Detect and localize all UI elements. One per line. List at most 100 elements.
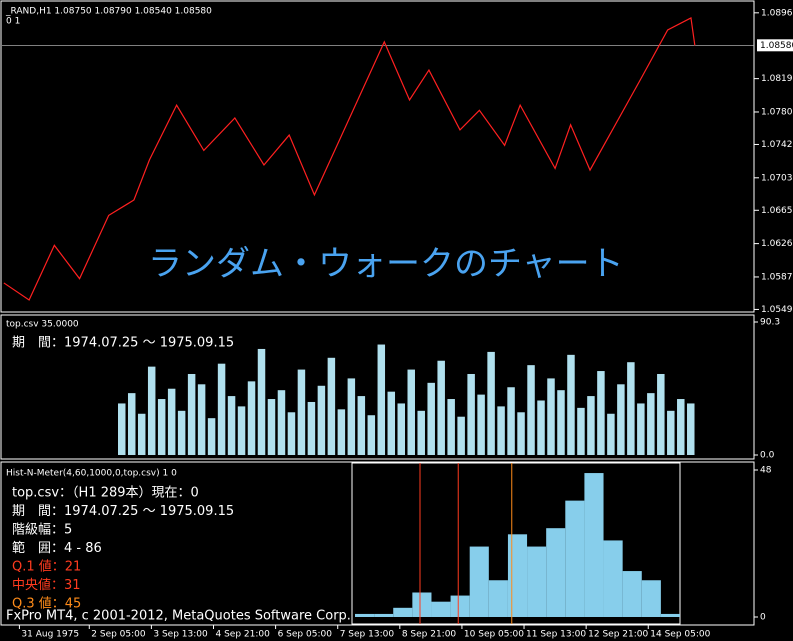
hist-bar (546, 528, 566, 617)
hist-pane (0, 461, 755, 626)
hist-bar (431, 601, 451, 617)
bar (257, 348, 266, 455)
x-tick-label: 11 Sep 13:00 (526, 630, 586, 640)
chart-subtitle: 0 1 (6, 17, 20, 27)
y-tick-label: 1.07030 (761, 173, 793, 183)
info-line: 期 間：1974.07.25 ～ 1975.09.15 (12, 504, 234, 519)
x-tick-label: 14 Sep 05:00 (650, 630, 710, 640)
quantile-label: Q.3 値：45 (12, 596, 81, 612)
bar (247, 381, 256, 455)
x-tick-label: 8 Sep 21:00 (402, 630, 457, 640)
info-line: 階級幅：5 (12, 523, 72, 538)
bar (237, 406, 246, 455)
bar (267, 399, 276, 455)
x-tick-label: 31 Aug 1975 (21, 630, 79, 640)
bar (457, 416, 465, 455)
y-tick-label: 1.06650 (761, 206, 793, 216)
bar (577, 407, 585, 455)
bar (367, 415, 376, 455)
hist-bar (641, 580, 661, 617)
hist-bar (565, 500, 585, 617)
bar (517, 412, 525, 455)
pane-title: top.csv 35.0000 (6, 320, 79, 330)
hist-bar (374, 613, 394, 617)
y-tick-label: 1.07420 (761, 140, 793, 150)
bar (167, 388, 176, 455)
period: 期 間：1974.07.25 ～ 1975.09.15 (12, 336, 234, 351)
current-price-label: 1.08580 (760, 41, 793, 51)
bar (227, 396, 236, 455)
hist-bar (603, 540, 623, 617)
overlay-title: ランダム・ウォークのチャート (148, 244, 624, 284)
bar (127, 393, 136, 455)
pane-title: Hist-N-Meter(4,60,1000,0,top.csv) 1 0 (6, 469, 177, 479)
x-tick-label: 6 Sep 05:00 (278, 630, 333, 640)
bar (427, 382, 435, 455)
bar (317, 385, 326, 455)
bar (657, 373, 665, 455)
bar (377, 344, 386, 455)
bar (118, 403, 126, 455)
bar (337, 409, 346, 455)
x-tick-label: 7 Sep 13:00 (340, 630, 395, 640)
x-tick-label: 3 Sep 13:00 (153, 630, 208, 640)
bar (137, 413, 146, 455)
hist-bar (469, 546, 489, 617)
hist-bar (584, 473, 604, 617)
bar (327, 357, 336, 455)
bar (507, 387, 515, 455)
info-line: 範 囲：4 - 86 (12, 541, 102, 556)
bar (417, 410, 425, 455)
bar (187, 373, 196, 455)
main-pane (0, 0, 755, 313)
hist-bar (393, 607, 413, 617)
bar (637, 403, 645, 455)
bar (587, 396, 595, 455)
y-tick-label: 90.3 (760, 318, 780, 328)
bar (677, 399, 685, 455)
bar (357, 396, 366, 455)
bar (467, 373, 475, 455)
chart-title: _RAND,H1 1.08750 1.08790 1.08540 1.08580 (5, 7, 212, 17)
bar (597, 371, 605, 455)
bar (287, 412, 296, 455)
hist-bar (527, 546, 547, 617)
bar (147, 366, 156, 455)
y-tick-label: 1.08960 (761, 8, 793, 18)
footer: FxPro MT4, c 2001-2012, MetaQuotes Softw… (6, 609, 351, 624)
bar (157, 399, 166, 455)
bar (537, 400, 545, 455)
hist-bar (450, 595, 470, 617)
y-tick-label: 1.05490 (761, 305, 793, 315)
bar (447, 399, 455, 455)
bar (687, 403, 695, 455)
y-tick-label: 1.05870 (761, 272, 793, 282)
x-tick-label: 2 Sep 05:00 (91, 630, 146, 640)
bar (607, 413, 615, 455)
bar (217, 363, 226, 455)
bar (437, 360, 445, 455)
quantile-label: Q.1 値：21 (12, 559, 81, 575)
bar (207, 418, 216, 455)
bar (527, 365, 535, 455)
bar (387, 391, 396, 455)
bar (627, 362, 635, 455)
bar (277, 390, 286, 455)
hist-bar (507, 534, 528, 617)
bar (567, 354, 575, 455)
bar (617, 384, 625, 455)
hist-bar (622, 571, 642, 617)
x-tick-label: 12 Sep 21:00 (588, 630, 648, 640)
y-tick-label: 1.08190 (761, 74, 793, 84)
csv-pane (0, 314, 755, 460)
bar (557, 390, 565, 455)
current-price-box (757, 39, 793, 52)
bar (477, 394, 485, 455)
bar (407, 369, 415, 455)
hist-frame (351, 462, 681, 625)
hist-bar (488, 580, 508, 617)
hist-bar (355, 613, 375, 617)
y-tick-label: 0 (760, 613, 766, 623)
